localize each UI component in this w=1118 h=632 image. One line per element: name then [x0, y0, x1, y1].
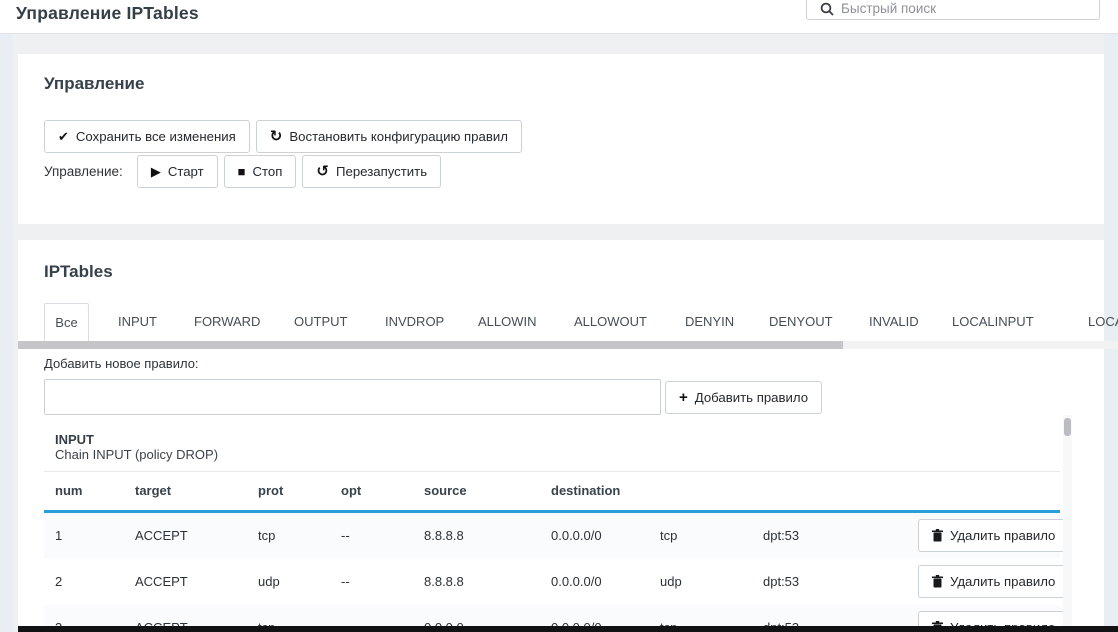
vertical-scrollbar-thumb[interactable] [1064, 418, 1071, 436]
rule-target: ACCEPT [135, 513, 188, 559]
tab-forward[interactable]: FORWARD [194, 303, 260, 341]
play-icon: ▶ [151, 165, 161, 178]
restart-button[interactable]: ↺ Перезапустить [302, 155, 441, 188]
col-num: num [55, 472, 82, 510]
trash-icon [932, 529, 943, 542]
rule-prot: udp [258, 559, 280, 605]
horizontal-scrollbar-thumb[interactable] [18, 341, 843, 349]
check-icon: ✔ [58, 130, 69, 143]
plus-icon: + [679, 390, 688, 405]
quick-search-box[interactable] [806, 0, 1100, 20]
rule-destination: 0.0.0.0/0 [551, 513, 602, 559]
tab-allowin[interactable]: ALLOWIN [478, 303, 537, 341]
restart-icon: ↺ [316, 164, 329, 179]
table-row: 2 ACCEPT udp -- 8.8.8.8 0.0.0.0/0 udp dp… [44, 559, 1060, 605]
col-source: source [424, 472, 467, 510]
delete-rule-button[interactable]: Удалить правило [918, 519, 1069, 552]
control-label: Управление: [44, 164, 123, 179]
chain-policy: Chain INPUT (policy DROP) [55, 447, 218, 462]
col-prot: prot [258, 472, 283, 510]
service-control-row: Управление: ▶ Старт ■ Стоп ↺ Перезапусти… [44, 155, 441, 188]
rule-source: 8.8.8.8 [424, 559, 464, 605]
search-icon [820, 2, 834, 16]
col-opt: opt [341, 472, 361, 510]
rule-extra-proto: udp [660, 559, 682, 605]
chain-tabs-bar: Все INPUT FORWARD OUTPUT INVDROP ALLOWIN… [18, 303, 1118, 341]
tab-denyin[interactable]: DENYIN [685, 303, 734, 341]
stop-icon: ■ [238, 165, 246, 178]
rule-opt: -- [341, 559, 350, 605]
rule-prot: tcp [258, 513, 275, 559]
refresh-icon: ↻ [270, 129, 283, 144]
table-header-row: num target prot opt source destination [44, 472, 1060, 510]
rule-opt: -- [341, 513, 350, 559]
table-row: 1 ACCEPT tcp -- 8.8.8.8 0.0.0.0/0 tcp dp… [44, 513, 1060, 559]
restore-config-button[interactable]: ↻ Востановить конфигурацию правил [256, 120, 522, 153]
rule-port: dpt:53 [763, 559, 799, 605]
rule-extra-proto: tcp [660, 513, 677, 559]
table-vertical-scrollbar[interactable] [1063, 415, 1072, 632]
new-rule-input[interactable] [44, 379, 661, 415]
save-all-changes-button[interactable]: ✔ Сохранить все изменения [44, 120, 250, 153]
tab-invdrop[interactable]: INVDROP [385, 303, 444, 341]
trash-icon [932, 575, 943, 588]
add-rule-button[interactable]: + Добавить правило [665, 381, 822, 414]
save-restore-button-row: ✔ Сохранить все изменения ↻ Востановить … [44, 120, 522, 153]
management-card: Управление ✔ Сохранить все изменения ↻ В… [18, 54, 1104, 224]
tab-denyout[interactable]: DENYOUT [769, 303, 833, 341]
bottom-clipped-dark-bar [18, 626, 1118, 632]
delete-rule-button[interactable]: Удалить правило [918, 565, 1069, 598]
col-target: target [135, 472, 171, 510]
add-rule-label: Добавить новое правило: [44, 356, 199, 371]
tab-output[interactable]: OUTPUT [294, 303, 347, 341]
tab-allowout[interactable]: ALLOWOUT [574, 303, 647, 341]
search-input[interactable] [841, 0, 1091, 18]
rule-target: ACCEPT [135, 559, 188, 605]
col-destination: destination [551, 472, 620, 510]
tabs-horizontal-scrollbar[interactable] [18, 341, 1118, 349]
stop-button[interactable]: ■ Стоп [224, 155, 297, 188]
tab-localinput[interactable]: LOCALINPUT [952, 303, 1034, 341]
iptables-card: IPTables Все INPUT FORWARD OUTPUT INVDRO… [18, 240, 1104, 632]
rule-num: 1 [55, 513, 62, 559]
rule-destination: 0.0.0.0/0 [551, 559, 602, 605]
tab-invalid[interactable]: INVALID [869, 303, 919, 341]
management-card-title: Управление [44, 74, 144, 94]
rule-source: 8.8.8.8 [424, 513, 464, 559]
start-button[interactable]: ▶ Старт [137, 155, 218, 188]
rule-num: 2 [55, 559, 62, 605]
page-title: Управление IPTables [16, 3, 199, 24]
tab-input[interactable]: INPUT [118, 303, 157, 341]
iptables-card-title: IPTables [44, 262, 113, 282]
tab-all[interactable]: Все [44, 303, 89, 341]
chain-name: INPUT [55, 432, 94, 447]
top-header-bar: Управление IPTables [0, 0, 1118, 34]
tab-localoutput[interactable]: LOCALOUTPUT [1088, 303, 1118, 341]
rule-port: dpt:53 [763, 513, 799, 559]
